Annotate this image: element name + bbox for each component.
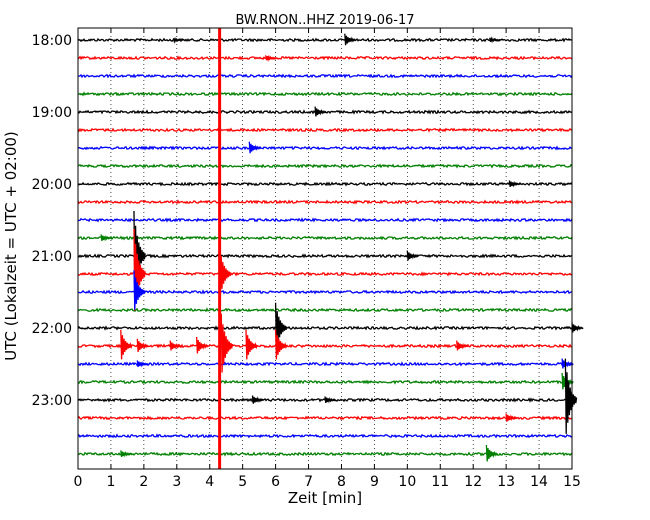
x-tick-label: 12 <box>464 474 482 490</box>
x-ticks: 0 1 2 3 4 5 6 7 8 9 10 11 12 13 14 15 <box>74 28 581 490</box>
seismic-trace <box>77 73 573 79</box>
grid-lines <box>110 28 540 469</box>
seismic-trace <box>77 379 573 385</box>
event-wiggle <box>133 270 146 310</box>
seismic-trace <box>77 181 573 187</box>
x-tick-label: 15 <box>563 474 581 490</box>
seismic-trace <box>77 343 573 349</box>
event-wiggle <box>172 36 185 44</box>
x-tick-label: 6 <box>271 474 280 490</box>
seismic-trace <box>77 145 573 151</box>
event-wiggle <box>251 395 265 404</box>
seismic-trace <box>77 415 573 421</box>
y-tick-label: 21:00 <box>32 249 72 265</box>
plot-frame <box>77 27 573 470</box>
x-tick-label: 7 <box>304 474 313 490</box>
seismic-trace <box>77 361 573 367</box>
event-wiggle <box>571 322 584 333</box>
event-wiggle <box>274 329 288 360</box>
x-tick-label: 5 <box>238 474 247 490</box>
x-tick-label: 9 <box>370 474 379 490</box>
seismic-trace <box>77 235 573 241</box>
y-tick-label: 20:00 <box>32 177 72 193</box>
event-wiggle <box>324 396 337 404</box>
seismic-trace <box>77 253 573 259</box>
seismic-trace <box>77 271 573 277</box>
event-wiggle <box>136 360 149 368</box>
x-tick-label: 10 <box>398 474 416 490</box>
x-tick-label: 3 <box>172 474 181 490</box>
event-wiggle <box>561 358 574 369</box>
seismic-trace <box>77 91 573 97</box>
event-wiggle <box>564 358 578 434</box>
seismic-trace <box>77 307 573 313</box>
x-tick-label: 11 <box>431 474 449 490</box>
event-wiggle <box>136 338 149 352</box>
x-axis-label: Zeit [min] <box>288 489 362 507</box>
x-tick-label: 13 <box>497 474 515 490</box>
y-tick-label: 19:00 <box>32 105 72 121</box>
event-wiggle <box>508 180 521 188</box>
event-wiggle <box>133 228 146 311</box>
event-wiggle <box>218 246 232 297</box>
event-wiggle <box>120 450 133 458</box>
y-tick-label: 18:00 <box>32 33 72 49</box>
seismic-trace <box>77 289 573 295</box>
seismic-trace <box>77 217 573 223</box>
event-wiggle <box>274 302 288 349</box>
event-wiggle <box>195 336 209 354</box>
x-tick-label: 14 <box>530 474 548 490</box>
chart-title: BW.RNON..HHZ 2019-06-17 <box>235 13 414 28</box>
event-wiggle <box>505 413 518 422</box>
event-wiggle <box>248 141 261 154</box>
x-tick-label: 8 <box>337 474 346 490</box>
y-ticks: 18:00 19:00 20:00 21:00 22:00 23:00 <box>32 33 572 409</box>
event-wiggle <box>100 234 113 242</box>
event-wiggle <box>265 54 278 62</box>
event-wiggle <box>169 340 182 351</box>
x-tick-label: 2 <box>139 474 148 490</box>
event-wiggle <box>485 444 499 462</box>
x-tick-label: 0 <box>74 474 83 490</box>
event-wiggle <box>220 313 234 373</box>
event-wiggle <box>120 329 133 360</box>
y-tick-label: 23:00 <box>32 393 72 409</box>
event-wiggle <box>456 340 469 351</box>
event-wiggle <box>314 106 327 117</box>
x-tick-label: 1 <box>106 474 115 490</box>
seismic-trace <box>77 325 573 331</box>
x-tick-label: 4 <box>205 474 214 490</box>
trace-group <box>77 37 573 457</box>
event-wiggle <box>245 329 258 360</box>
seismic-trace <box>77 127 573 133</box>
seismic-trace <box>77 55 573 61</box>
y-tick-label: 22:00 <box>32 321 72 337</box>
seismic-trace <box>77 163 573 169</box>
event-wiggle <box>406 250 419 261</box>
event-group <box>100 33 584 462</box>
seismic-trace <box>77 199 573 205</box>
seismic-trace <box>77 433 573 439</box>
event-wiggle <box>344 33 357 46</box>
event-wiggle <box>489 36 502 44</box>
y-axis-label: UTC (Lokalzeit = UTC + 02:00) <box>2 131 20 361</box>
